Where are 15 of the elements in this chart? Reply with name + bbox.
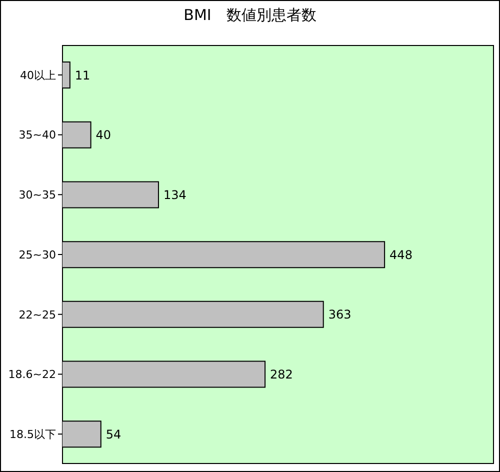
y-tick-label: 22~25 <box>18 308 56 322</box>
data-label: 282 <box>270 368 293 382</box>
y-tick-label: 18.6~22 <box>8 368 56 382</box>
chart-title: BMI 数値別患者数 <box>182 6 318 25</box>
data-label: 363 <box>328 308 352 322</box>
y-tick-label: 18.5以下 <box>10 428 56 441</box>
y-tick-label: 25~30 <box>18 248 56 262</box>
data-label: 134 <box>163 188 186 202</box>
y-tick-label: 30~35 <box>18 188 56 202</box>
data-label: 448 <box>390 248 412 262</box>
data-label: 11 <box>74 68 90 82</box>
data-label: 54 <box>106 427 122 442</box>
y-tick-label: 35~40 <box>18 128 56 142</box>
y-tick-label: 40以上 <box>20 68 56 82</box>
data-label: 40 <box>96 128 112 142</box>
